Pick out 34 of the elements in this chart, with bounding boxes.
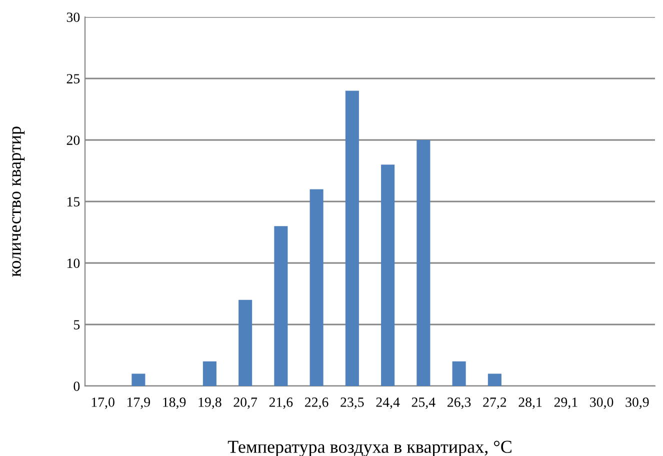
x-tick-label: 30,9 bbox=[626, 398, 649, 409]
x-tick-label: 17,0 bbox=[92, 398, 114, 409]
x-tick-label: 19,8 bbox=[198, 398, 222, 409]
bar bbox=[416, 140, 430, 386]
bar bbox=[452, 361, 466, 386]
bar bbox=[202, 361, 216, 386]
y-tick-label: 25 bbox=[66, 74, 80, 84]
bar bbox=[310, 189, 324, 386]
bar bbox=[274, 226, 288, 386]
y-tick-label: 15 bbox=[67, 197, 80, 206]
x-tick-label: 30,0 bbox=[590, 398, 614, 409]
bar bbox=[381, 164, 395, 386]
x-tick-label: 24,4 bbox=[376, 398, 400, 409]
x-tick-label: 17,9 bbox=[128, 398, 150, 409]
y-tick-label: 30 bbox=[66, 12, 80, 22]
x-tick-label: 21,6 bbox=[269, 398, 293, 409]
bar bbox=[345, 90, 359, 386]
y-tick-label: 0 bbox=[74, 382, 80, 391]
y-tick-label: 20 bbox=[66, 136, 80, 145]
bar bbox=[238, 300, 252, 386]
y-axis-title: количество квартир bbox=[12, 126, 25, 277]
x-tick-label: 23,5 bbox=[340, 398, 364, 409]
y-tick-label: 5 bbox=[74, 320, 80, 330]
y-tick-label: 10 bbox=[67, 258, 80, 268]
x-tick-label: 22,6 bbox=[305, 398, 328, 409]
x-tick-label: 20,7 bbox=[234, 398, 258, 409]
x-tick-label: 27,2 bbox=[483, 398, 506, 409]
x-tick-label: 29,1 bbox=[554, 398, 578, 409]
x-tick-label: 26,3 bbox=[448, 398, 471, 409]
x-tick-label: 25,4 bbox=[412, 398, 436, 409]
bar bbox=[132, 374, 146, 386]
x-tick-label: 28,1 bbox=[518, 398, 542, 409]
bar bbox=[488, 374, 502, 386]
x-tick-label: 18,9 bbox=[163, 398, 186, 409]
